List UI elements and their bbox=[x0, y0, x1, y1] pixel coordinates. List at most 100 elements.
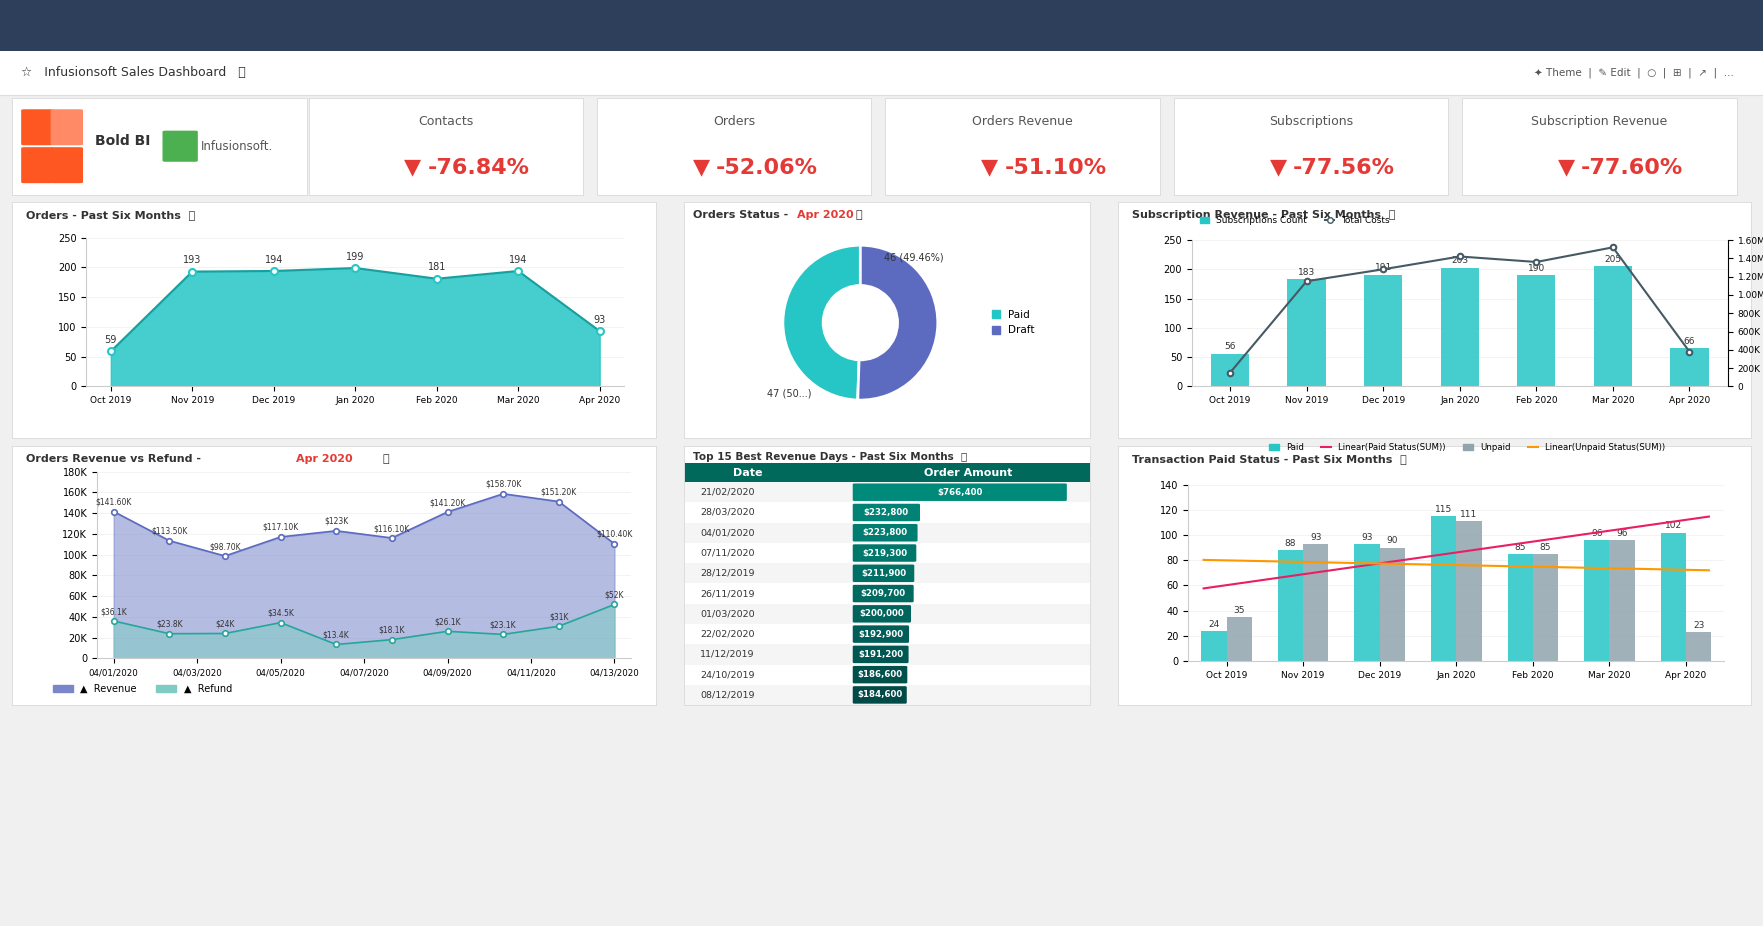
Text: $766,400: $766,400 bbox=[938, 488, 982, 496]
Text: 24: 24 bbox=[1208, 619, 1220, 629]
Bar bbox=[1685, 632, 1712, 661]
Text: $52K: $52K bbox=[605, 591, 624, 599]
Text: $23.8K: $23.8K bbox=[155, 619, 183, 629]
Bar bbox=[1287, 280, 1326, 386]
FancyBboxPatch shape bbox=[853, 645, 908, 663]
Text: -52.06%: -52.06% bbox=[716, 157, 818, 178]
Text: 93: 93 bbox=[1361, 532, 1373, 542]
Text: Top 15 Best Revenue Days - Past Six Months  ⓘ: Top 15 Best Revenue Days - Past Six Mont… bbox=[693, 452, 968, 462]
Text: ▼: ▼ bbox=[404, 157, 421, 178]
FancyBboxPatch shape bbox=[684, 685, 1090, 705]
Text: 08/12/2019: 08/12/2019 bbox=[700, 691, 755, 699]
Text: $31K: $31K bbox=[548, 612, 568, 621]
Text: Subscription Revenue - Past Six Months  ⓘ: Subscription Revenue - Past Six Months ⓘ bbox=[1132, 210, 1395, 219]
Text: $24K: $24K bbox=[215, 619, 234, 629]
Wedge shape bbox=[783, 245, 860, 400]
FancyBboxPatch shape bbox=[853, 483, 1067, 501]
Wedge shape bbox=[859, 245, 938, 400]
Text: Orders: Orders bbox=[712, 116, 755, 129]
FancyBboxPatch shape bbox=[684, 543, 1090, 563]
Text: 194: 194 bbox=[264, 255, 282, 265]
FancyBboxPatch shape bbox=[684, 563, 1090, 583]
FancyBboxPatch shape bbox=[684, 624, 1090, 644]
Text: 205: 205 bbox=[1604, 256, 1622, 264]
Text: 26/11/2019: 26/11/2019 bbox=[700, 589, 755, 598]
Text: Date: Date bbox=[733, 468, 762, 478]
FancyBboxPatch shape bbox=[684, 463, 1090, 482]
Bar bbox=[1278, 550, 1303, 661]
Text: 115: 115 bbox=[1435, 505, 1453, 514]
Text: 203: 203 bbox=[1451, 257, 1469, 266]
Bar bbox=[1227, 617, 1252, 661]
FancyBboxPatch shape bbox=[853, 544, 917, 562]
Text: Orders Revenue: Orders Revenue bbox=[971, 116, 1074, 129]
Bar bbox=[1432, 516, 1456, 661]
Text: -77.60%: -77.60% bbox=[1581, 157, 1684, 178]
Text: 96: 96 bbox=[1617, 529, 1627, 538]
Text: $98.70K: $98.70K bbox=[210, 542, 242, 551]
FancyBboxPatch shape bbox=[684, 665, 1090, 685]
Text: $113.50K: $113.50K bbox=[152, 527, 187, 536]
Text: Infusionsoft.: Infusionsoft. bbox=[201, 140, 273, 153]
Text: 46 (49.46%): 46 (49.46%) bbox=[883, 253, 943, 263]
Bar bbox=[1532, 554, 1558, 661]
Text: 190: 190 bbox=[1529, 264, 1544, 273]
Text: 47 (50...): 47 (50...) bbox=[767, 388, 813, 398]
FancyBboxPatch shape bbox=[853, 666, 908, 683]
Text: 93: 93 bbox=[594, 315, 606, 325]
Text: ☆   Infusionsoft Sales Dashboard   ⓘ: ☆ Infusionsoft Sales Dashboard ⓘ bbox=[21, 66, 245, 79]
Text: $18.1K: $18.1K bbox=[379, 626, 405, 634]
Text: $200,000: $200,000 bbox=[860, 609, 904, 619]
Text: 59: 59 bbox=[104, 335, 116, 345]
Text: $209,700: $209,700 bbox=[860, 589, 906, 598]
Text: 21/02/2020: 21/02/2020 bbox=[700, 488, 755, 496]
Text: 111: 111 bbox=[1460, 510, 1477, 519]
Text: -77.56%: -77.56% bbox=[1292, 157, 1395, 178]
Text: 28/03/2020: 28/03/2020 bbox=[700, 508, 755, 517]
Text: Bold BI: Bold BI bbox=[95, 134, 150, 148]
FancyBboxPatch shape bbox=[162, 131, 197, 162]
Text: $36.1K: $36.1K bbox=[100, 607, 127, 616]
Text: $110.40K: $110.40K bbox=[596, 530, 633, 539]
Text: $184,600: $184,600 bbox=[857, 691, 903, 699]
Text: 24/10/2019: 24/10/2019 bbox=[700, 670, 755, 679]
Text: 04/01/2020: 04/01/2020 bbox=[700, 528, 755, 537]
Text: Order Amount: Order Amount bbox=[924, 468, 1012, 478]
Text: Orders Revenue vs Refund -: Orders Revenue vs Refund - bbox=[26, 454, 205, 464]
Text: $219,300: $219,300 bbox=[862, 548, 908, 557]
Text: 66: 66 bbox=[1684, 337, 1696, 345]
FancyBboxPatch shape bbox=[21, 109, 53, 145]
Text: $123K: $123K bbox=[324, 517, 349, 526]
Text: $151.20K: $151.20K bbox=[541, 488, 577, 496]
Legend: ▲  Revenue, ▲  Refund: ▲ Revenue, ▲ Refund bbox=[49, 680, 236, 697]
Text: 191: 191 bbox=[1375, 263, 1391, 272]
Text: 88: 88 bbox=[1285, 539, 1296, 548]
Text: 07/11/2020: 07/11/2020 bbox=[700, 548, 755, 557]
FancyBboxPatch shape bbox=[853, 504, 920, 521]
Text: $232,800: $232,800 bbox=[864, 508, 910, 517]
FancyBboxPatch shape bbox=[853, 565, 915, 582]
FancyBboxPatch shape bbox=[684, 482, 1090, 502]
Text: ▼: ▼ bbox=[980, 157, 998, 178]
FancyBboxPatch shape bbox=[853, 605, 911, 622]
Text: -76.84%: -76.84% bbox=[428, 157, 529, 178]
Text: 96: 96 bbox=[1590, 529, 1603, 538]
Text: Contacts: Contacts bbox=[418, 116, 472, 129]
Text: Apr 2020: Apr 2020 bbox=[296, 454, 353, 464]
Text: 85: 85 bbox=[1514, 543, 1527, 552]
Text: 28/12/2019: 28/12/2019 bbox=[700, 569, 755, 578]
Text: $141.20K: $141.20K bbox=[430, 498, 465, 507]
Text: 23: 23 bbox=[1692, 620, 1705, 630]
Text: 193: 193 bbox=[183, 256, 201, 265]
Legend: Paid, Linear(Paid Status(SUM)), Unpaid, Linear(Unpaid Status(SUM)): Paid, Linear(Paid Status(SUM)), Unpaid, … bbox=[1266, 440, 1668, 456]
Text: 01/03/2020: 01/03/2020 bbox=[700, 609, 755, 619]
Text: $158.70K: $158.70K bbox=[485, 480, 522, 489]
FancyBboxPatch shape bbox=[51, 109, 83, 145]
Bar bbox=[1211, 354, 1250, 386]
Text: ✦ Theme  |  ✎ Edit  |  ○  |  ⊞  |  ↗  |  …: ✦ Theme | ✎ Edit | ○ | ⊞ | ↗ | … bbox=[1534, 67, 1733, 78]
Text: $26.1K: $26.1K bbox=[434, 618, 460, 626]
Text: ⓘ: ⓘ bbox=[376, 454, 390, 464]
FancyBboxPatch shape bbox=[853, 524, 917, 542]
Bar bbox=[1456, 521, 1481, 661]
Text: $141.60K: $141.60K bbox=[95, 497, 132, 507]
